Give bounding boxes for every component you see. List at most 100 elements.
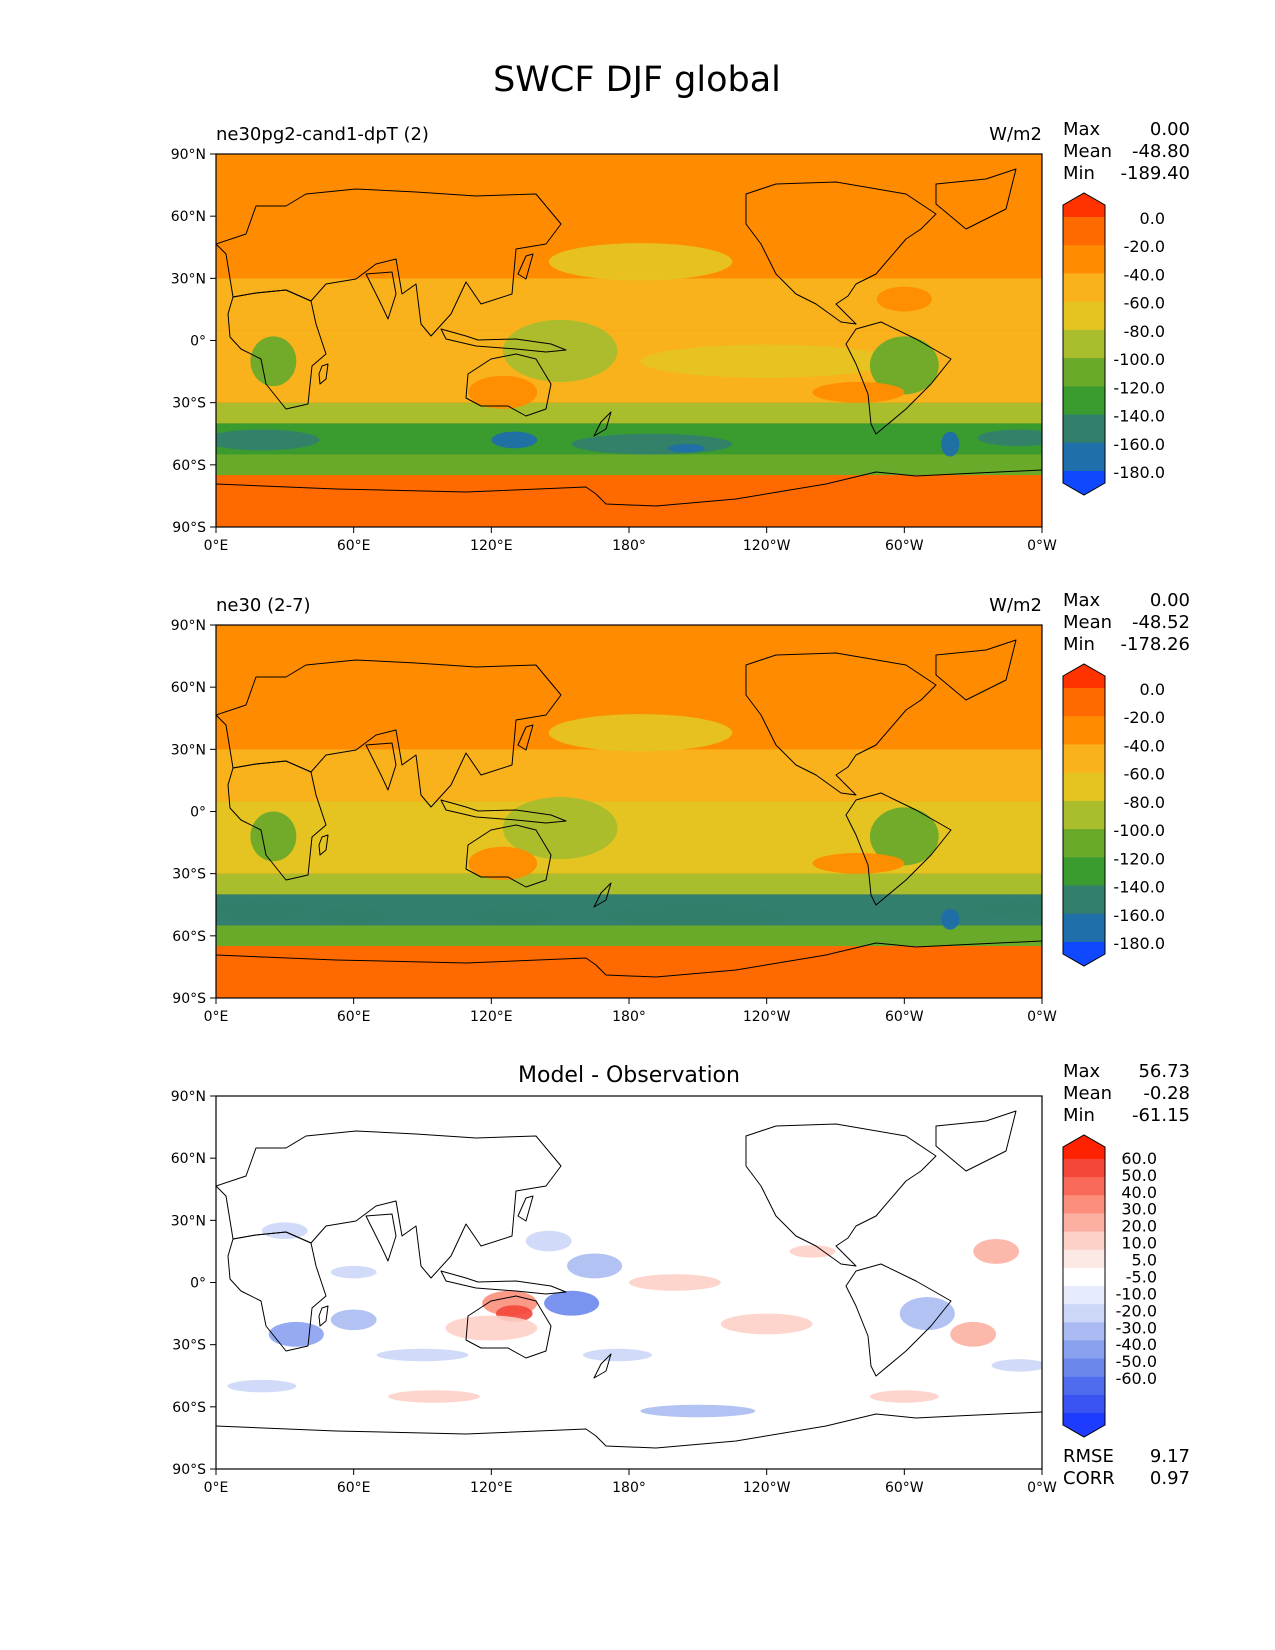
- colorbar-label: -20.0: [1124, 237, 1165, 256]
- x-tick-label: 180°: [612, 1480, 646, 1496]
- panel-difference: Model - Observation 90°N 60°N 30°N 0° 30°S 60…: [171, 1061, 1190, 1496]
- colorbar-label: -100.0: [1113, 350, 1165, 369]
- colorbar-label: -60.0: [1124, 294, 1165, 313]
- colorbar-label: -180.0: [1113, 934, 1165, 953]
- y-axis: 90°N 60°N 30°N 0° 30°S 60°S 90°S: [171, 1089, 216, 1478]
- colorbar-swatch: [1063, 829, 1105, 858]
- metric-rmse-value: 9.17: [1150, 1446, 1190, 1467]
- field-layer: [216, 1096, 1042, 1469]
- colorbar-label: 40.0: [1121, 1183, 1157, 1202]
- colorbar-label: 0.0: [1140, 209, 1165, 228]
- panel-units: W/m2: [989, 595, 1042, 616]
- colorbar-label: 20.0: [1121, 1217, 1157, 1236]
- colorbar-label: 10.0: [1121, 1234, 1157, 1253]
- field-anomaly: [640, 1404, 756, 1418]
- colorbar-swatch: [1063, 217, 1105, 246]
- y-tick-label: 0°: [190, 1276, 206, 1292]
- colorbar: 0.0 -20.0 -40.0 -60.0 -80.0 -100.0 -120.0 -140.…: [1062, 663, 1165, 967]
- panel-title-left: ne30pg2-cand1-dpT (2): [216, 124, 429, 145]
- stat-max-value: 0.00: [1150, 590, 1190, 611]
- colorbar-swatch: [1063, 1213, 1105, 1233]
- field-anomaly: [376, 1348, 469, 1362]
- colorbar-label: -60.0: [1116, 1369, 1157, 1388]
- colorbar-swatch: [1063, 301, 1105, 331]
- x-tick-label: 0°W: [1027, 1480, 1057, 1496]
- y-axis: 90°N 60°N 30°N 0° 30°S 60°S 90°S: [171, 147, 216, 536]
- x-tick-label: 0°E: [204, 1009, 229, 1025]
- colorbar-swatch: [1063, 716, 1105, 745]
- y-tick-label: 90°S: [172, 1462, 206, 1478]
- field-anomaly: [261, 1222, 308, 1239]
- colorbar: 0.0 -20.0 -40.0 -60.0 -80.0 -100.0 -120.0 -140.…: [1062, 192, 1165, 496]
- colorbar-label: -80.0: [1124, 793, 1165, 812]
- y-tick-label: 60°N: [171, 209, 206, 225]
- stat-max-value: 0.00: [1150, 119, 1190, 140]
- stat-min-value: -61.15: [1132, 1105, 1190, 1126]
- colorbar-label: -140.0: [1113, 878, 1165, 897]
- colorbar-swatch: [1063, 442, 1105, 472]
- colorbar-swatch: [1063, 857, 1105, 887]
- colorbar-swatch: [1063, 358, 1105, 387]
- field-feature: [941, 908, 960, 930]
- stat-min-label: Min: [1063, 163, 1095, 184]
- field-layer: [216, 154, 1042, 527]
- field-band: [216, 475, 1042, 527]
- field-anomaly: [330, 1265, 377, 1279]
- panel-reference: ne30 (2-7) W/m2 90°N60°N30°N0°30°S60°S90…: [171, 590, 1190, 1025]
- x-tick-label: 60°W: [885, 538, 924, 554]
- y-tick-label: 60°S: [172, 1400, 206, 1416]
- x-tick-label: 180°: [612, 1009, 646, 1025]
- stat-min-value: -189.40: [1121, 163, 1190, 184]
- stat-max-label: Max: [1063, 119, 1101, 140]
- panel-units: W/m2: [989, 124, 1042, 145]
- x-tick-label: 60°E: [337, 1480, 371, 1496]
- field-anomaly: [899, 1297, 955, 1331]
- field-anomaly: [388, 1390, 480, 1403]
- colorbar: 60.050.040.030.020.010.05.0-5.0-10.0-20.…: [1062, 1134, 1157, 1438]
- field-feature: [468, 846, 538, 880]
- stats-box: Max 56.73 Mean -0.28 Min -61.15: [1063, 1061, 1190, 1126]
- y-tick-label: 30°S: [172, 867, 206, 883]
- panel-test-map: [216, 154, 1042, 527]
- x-tick-label: 120°E: [470, 1480, 513, 1496]
- field-band: [216, 946, 1042, 998]
- field-feature: [977, 900, 1042, 918]
- field-feature: [571, 433, 733, 455]
- y-tick-label: 60°S: [172, 458, 206, 474]
- field-band: [216, 402, 1042, 424]
- field-anomaly: [973, 1238, 1020, 1264]
- colorbar-label: -40.0: [1124, 265, 1165, 284]
- colorbar-label: -60.0: [1124, 765, 1165, 784]
- field-anomaly: [544, 1290, 600, 1316]
- x-axis: 0°E 60°E 120°E 180° 120°W 60°W 0°W: [204, 527, 1057, 554]
- colorbar-swatch: [1063, 913, 1105, 943]
- y-tick-label: 30°N: [171, 1213, 206, 1229]
- field-feature: [640, 303, 825, 329]
- field-anomaly: [567, 1253, 623, 1279]
- stat-max-label: Max: [1063, 1061, 1101, 1082]
- stats-box: Max 0.00 Mean -48.52 Min -178.26: [1063, 590, 1190, 655]
- field-feature: [216, 900, 308, 922]
- panel-reference-map: [216, 625, 1042, 998]
- x-tick-label: 0°E: [204, 538, 229, 554]
- colorbar-label: -20.0: [1116, 1301, 1157, 1320]
- colorbar-label: -160.0: [1113, 435, 1165, 454]
- colorbar-extend-top: [1063, 193, 1105, 217]
- colorbar-label: -120.0: [1113, 378, 1165, 397]
- colorbar-label: -80.0: [1124, 322, 1165, 341]
- field-anomaly: [525, 1230, 572, 1252]
- colorbar-swatch: [1063, 245, 1105, 274]
- y-tick-label: 60°N: [171, 1151, 206, 1167]
- stat-mean-value: -0.28: [1143, 1083, 1190, 1104]
- colorbar-swatch: [1063, 772, 1105, 802]
- colorbar-label: -40.0: [1124, 736, 1165, 755]
- colorbar-swatch: [1063, 885, 1105, 915]
- field-feature: [876, 286, 932, 312]
- colorbar-swatch: [1063, 1376, 1105, 1396]
- colorbar-label: -160.0: [1113, 906, 1165, 925]
- field-feature: [812, 852, 905, 874]
- x-tick-label: 120°W: [743, 538, 791, 554]
- x-tick-label: 0°E: [204, 1480, 229, 1496]
- field-feature: [548, 714, 733, 752]
